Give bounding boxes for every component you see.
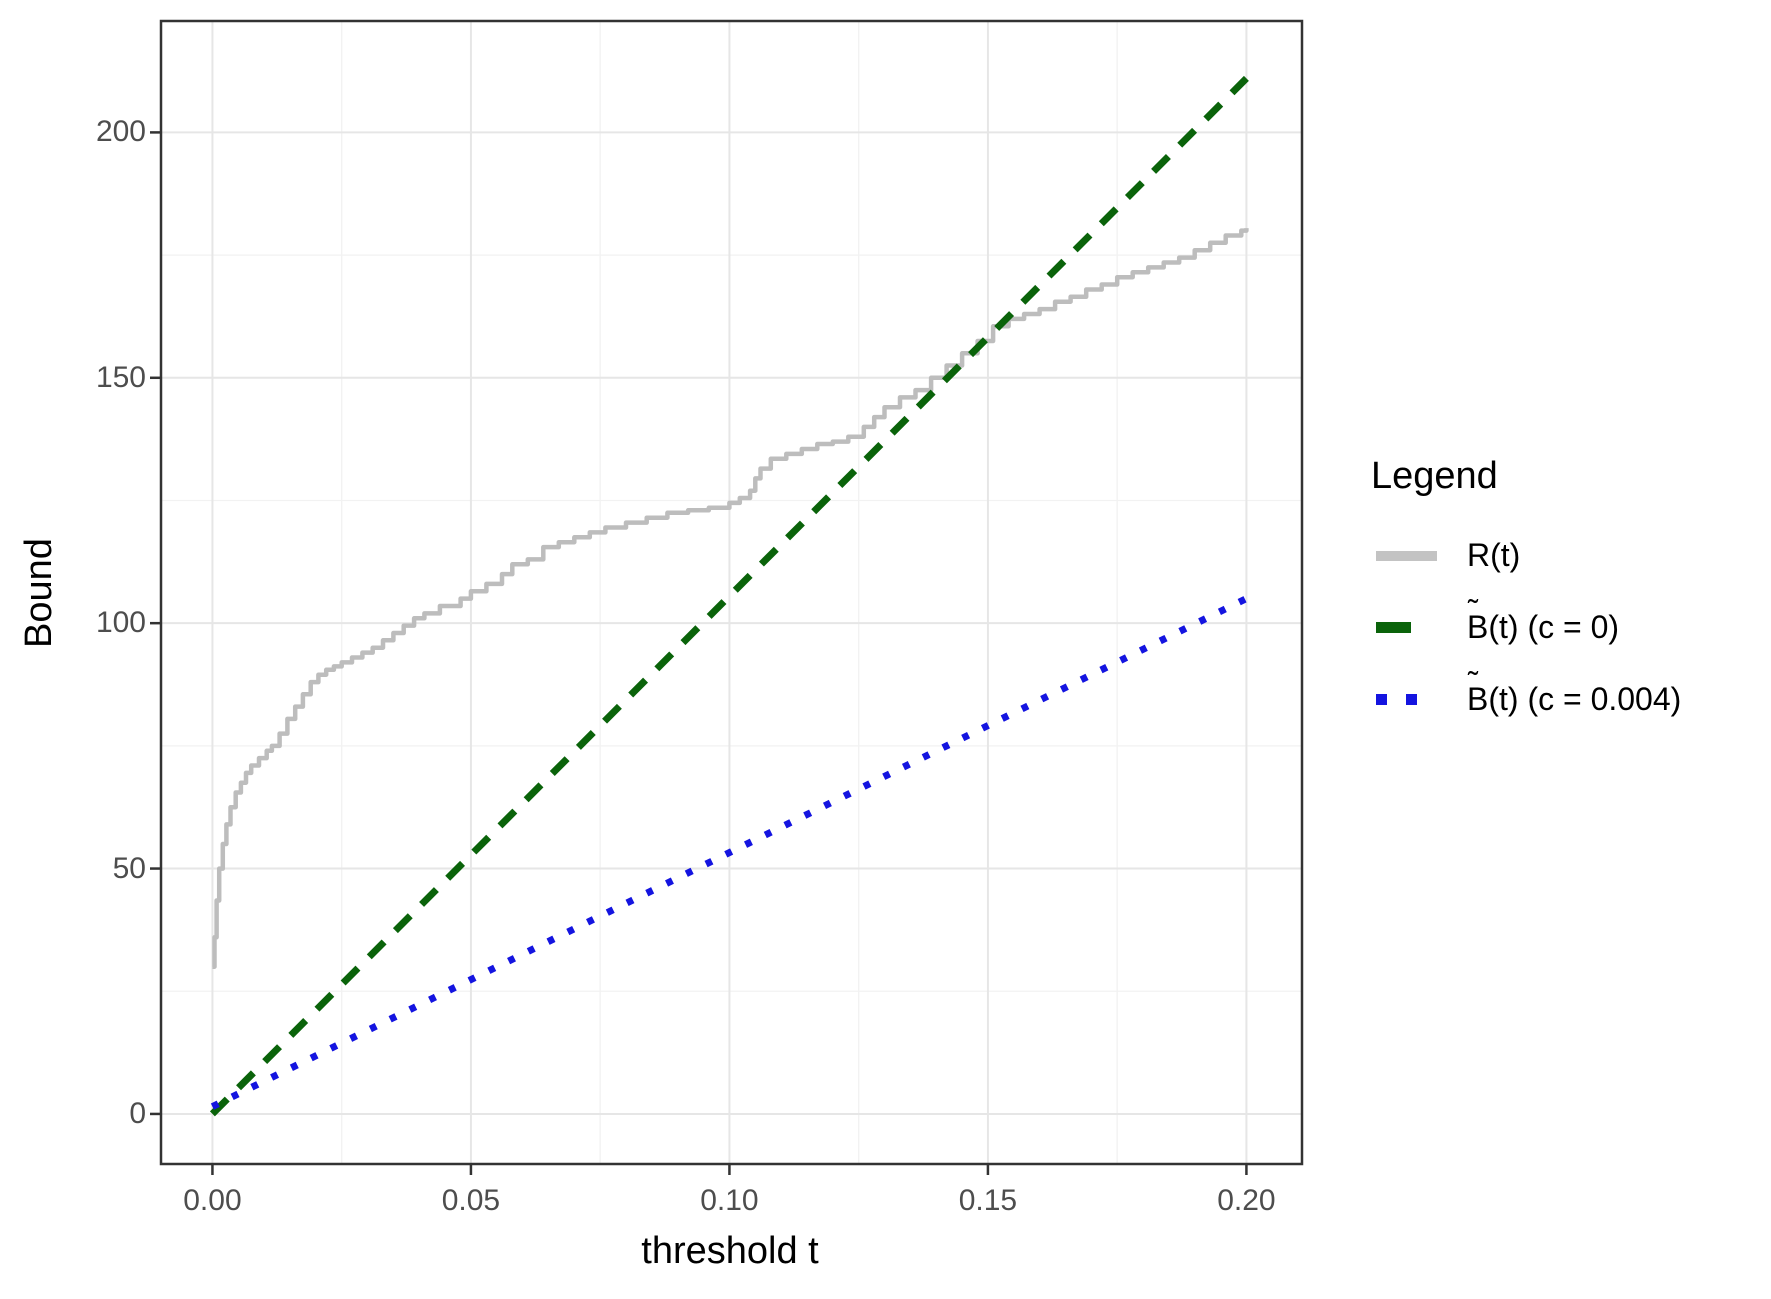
x-axis-title: threshold t (641, 1230, 819, 1272)
y-tick-label: 100 (95, 606, 146, 640)
panel-border (159, 19, 1304, 1166)
legend: Legend R(t) B ˜ (t) (c = 0) B ˜ (t) (c = 0.004… (1371, 454, 1761, 717)
y-tick-label: 50 (112, 851, 146, 885)
x-tick-label: 0.10 (700, 1184, 759, 1217)
y-axis-title: Bound (18, 538, 60, 648)
legend-entry: R(t) (1371, 520, 1761, 590)
legend-key-solid-icon (1376, 548, 1440, 569)
legend-key-dash-icon (1376, 620, 1440, 641)
x-tick-label: 0.15 (958, 1184, 1018, 1217)
series-line-step (212, 228, 1249, 969)
legend-entry: B ˜ (t) (c = 0.004) (1371, 664, 1761, 734)
y-tick-label: 150 (95, 360, 146, 394)
series-line-dotted (210, 595, 1248, 1110)
legend-entry-label: B ˜ (t) (c = 0.004) (1467, 666, 1682, 717)
legend-entry-label: R(t) (1467, 537, 1521, 573)
x-tick-label: 0.05 (441, 1184, 501, 1217)
legend-entry: B ˜ (t) (c = 0) (1371, 592, 1761, 662)
x-tick-label: 0.00 (183, 1184, 242, 1217)
legend-key-dots-icon (1376, 692, 1440, 713)
legend-entry-label: B ˜ (t) (c = 0) (1467, 594, 1620, 645)
y-tick-label: 0 (129, 1096, 146, 1130)
y-tick-label: 200 (95, 115, 146, 149)
x-tick-label: 0.20 (1217, 1184, 1276, 1217)
legend-title: Legend (1371, 455, 1498, 497)
